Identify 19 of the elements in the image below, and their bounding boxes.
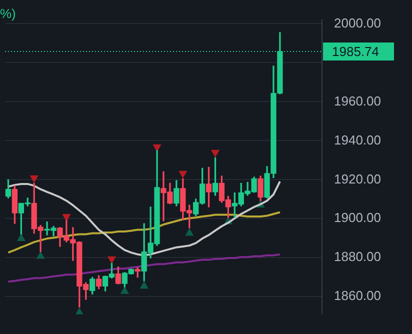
annotation: %): [0, 6, 16, 22]
point: [36, 252, 45, 259]
point: [211, 150, 220, 157]
ref-line-label: 1985.74: [332, 44, 379, 60]
y-tick-label: 1860.00: [334, 288, 381, 304]
point: [17, 234, 26, 242]
y-tick-label: 1900.00: [334, 210, 381, 226]
point: [140, 282, 148, 289]
point: [62, 214, 70, 222]
y-tick-label: 1920.00: [334, 171, 381, 186]
point: [153, 144, 161, 152]
y-tick-label: 1940.00: [334, 132, 381, 148]
point: [185, 228, 194, 236]
point: [120, 286, 129, 294]
y-tick-label: 2000.00: [334, 15, 381, 30]
y-tick-label: 1880.00: [334, 249, 381, 264]
y-tick-label: 1960.00: [334, 93, 381, 108]
point: [30, 175, 38, 182]
point: [178, 170, 187, 178]
